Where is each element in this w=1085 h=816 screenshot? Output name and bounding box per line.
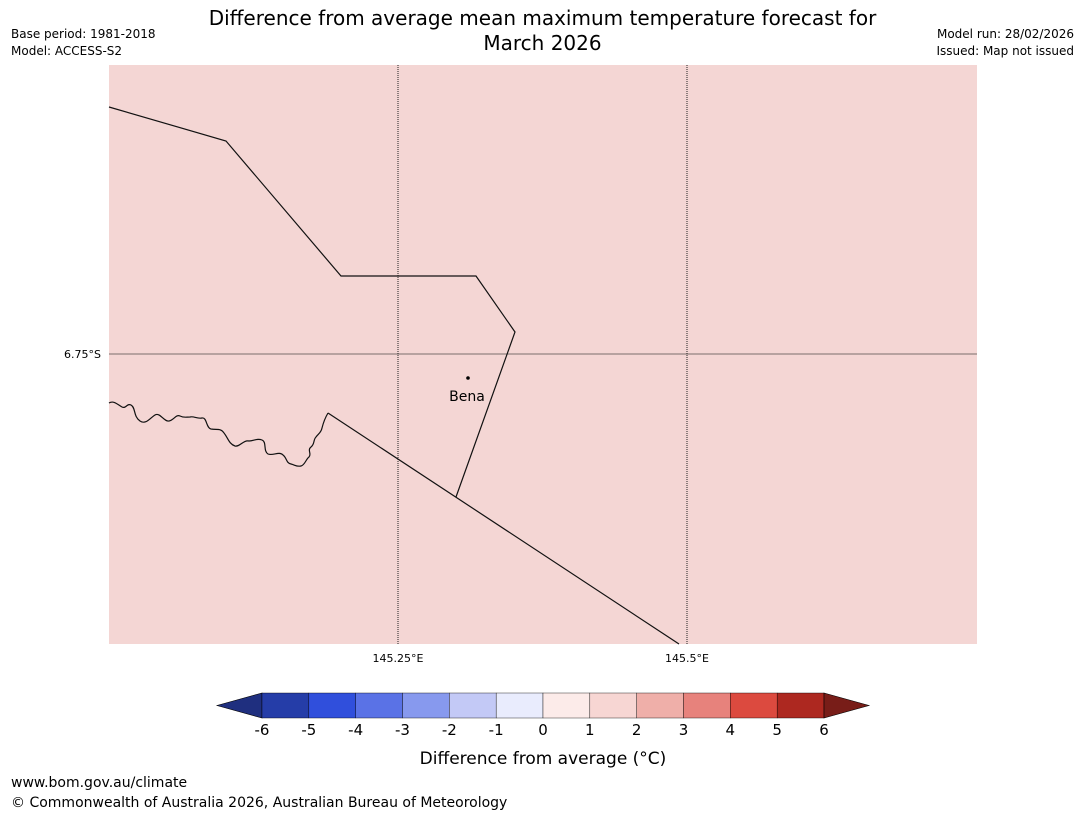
colorbar-tick-label: 6 — [819, 721, 829, 739]
footer-url[interactable]: www.bom.gov.au/climate — [11, 775, 188, 791]
colorbar-tick-label: 3 — [679, 721, 689, 739]
base-period: Base period: 1981-2018 — [11, 27, 156, 41]
colorbar: -6 -5 -4 -3 -2 -1 0 1 2 3 4 5 6 — [215, 692, 871, 739]
metadata-left: Base period: 1981-2018 Model: ACCESS-S2 — [11, 26, 156, 60]
longitude-label-1: 145.25°E — [373, 652, 424, 665]
colorbar-label: Difference from average (°C) — [420, 749, 667, 769]
town-marker — [466, 376, 470, 380]
colorbar-segment — [776, 692, 825, 719]
colorbar-segment — [730, 692, 778, 719]
metadata-right: Model run: 28/02/2026 Issued: Map not is… — [936, 26, 1074, 60]
colorbar-tick-label: -6 — [255, 721, 270, 739]
longitude-label-2: 145.5°E — [665, 652, 709, 665]
colorbar-segment — [636, 692, 684, 719]
colorbar-tick-label: 4 — [726, 721, 736, 739]
river-line — [108, 401, 329, 467]
colorbar-segment — [355, 692, 403, 719]
model-name: Model: ACCESS-S2 — [11, 44, 123, 58]
colorbar-segment — [402, 692, 450, 719]
colorbar-segment — [683, 692, 731, 719]
title-line-1: Difference from average mean maximum tem… — [208, 6, 877, 30]
colorbar-segment — [261, 692, 310, 719]
colorbar-tick-label: -2 — [442, 721, 457, 739]
colorbar-tick-label: 1 — [585, 721, 595, 739]
province-boundary-south — [327, 412, 680, 645]
colorbar-segment — [542, 692, 591, 719]
colorbar-tick-label: -4 — [348, 721, 363, 739]
colorbar-tick-label: -1 — [489, 721, 504, 739]
map-title: Difference from average mean maximum tem… — [130, 6, 955, 56]
province-boundary-north — [108, 106, 516, 498]
colorbar-extend-low — [215, 692, 263, 719]
latitude-label: 6.75°S — [64, 348, 101, 361]
colorbar-segment — [495, 692, 544, 719]
colorbar-segment — [449, 692, 497, 719]
issued-status: Issued: Map not issued — [936, 44, 1074, 58]
town-label: Bena — [449, 389, 485, 405]
colorbar-tick-label: 2 — [632, 721, 642, 739]
colorbar-tick-label: -5 — [301, 721, 316, 739]
colorbar-tick-label: 5 — [772, 721, 782, 739]
footer-copyright: © Commonwealth of Australia 2026, Austra… — [11, 795, 508, 811]
colorbar-tick-label: 0 — [538, 721, 548, 739]
colorbar-extend-high — [823, 692, 871, 719]
colorbar-segment — [308, 692, 356, 719]
model-run: Model run: 28/02/2026 — [936, 27, 1074, 41]
title-line-2: March 2026 — [483, 31, 602, 55]
colorbar-tick-label: -3 — [395, 721, 410, 739]
colorbar-segment — [589, 692, 637, 719]
